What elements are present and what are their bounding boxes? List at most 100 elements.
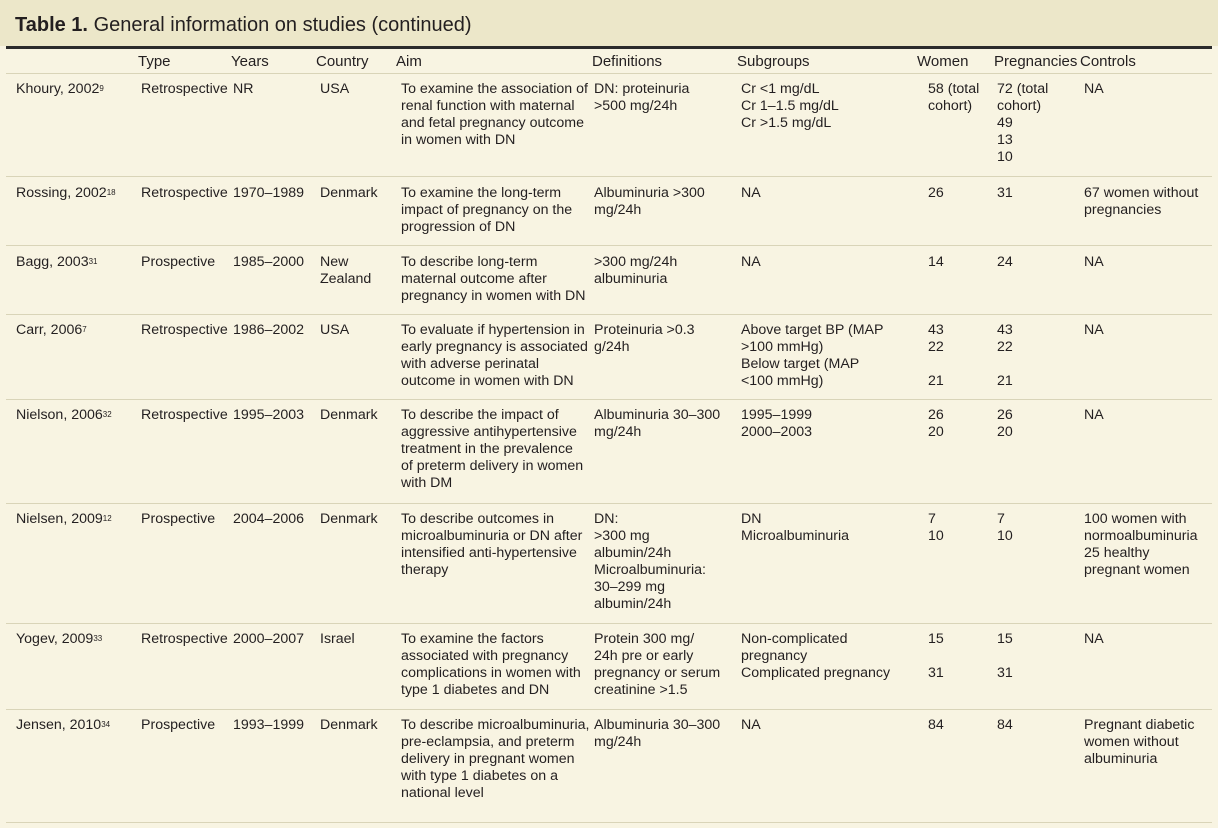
study-reference: 31 (88, 257, 98, 266)
table-row: Khoury, 20029 Retrospective NR USA To examin… (6, 73, 1212, 177)
aim-line: intensified anti-hypertensive (401, 545, 577, 561)
aim-line: type 1 diabetes and DN (401, 682, 550, 698)
aim-line: renal function with maternal (401, 98, 575, 114)
cell-years: 1985–2000 (231, 245, 316, 315)
type-line: Prospective (141, 717, 216, 733)
cell-subgroups: NA (737, 709, 917, 802)
cell-women: 14 (917, 245, 994, 315)
aim-line: To examine the association of (401, 81, 588, 97)
years-line: 1986–2002 (233, 322, 305, 338)
aim-line: aggressive antihypertensive (401, 424, 577, 440)
type-line: Retrospective (141, 407, 228, 423)
cell-aim: To describe the impact of aggressive anti… (396, 399, 592, 504)
cell-pregnancies: 24 (994, 245, 1080, 315)
aim-line: microalbuminuria or DN after (401, 528, 583, 544)
study-name: Carr, 2006 (16, 322, 83, 338)
cell-aim: To describe outcomes in microalbuminuria … (396, 503, 592, 624)
cell-controls: NA (1080, 623, 1212, 710)
definitions-line: 24h pre or early (594, 648, 694, 664)
cell-women: 26 20 (917, 399, 994, 504)
pregnancies-line: 72 (total (997, 81, 1049, 97)
cell-pregnancies: 31 (994, 176, 1080, 246)
cell-type: Retrospective (138, 176, 231, 246)
subgroups-line: NA (741, 254, 761, 270)
cell-controls: Pregnant diabetic women without albuminuri… (1080, 709, 1212, 802)
cell-type: Retrospective (138, 399, 231, 504)
aim-line: pregnancy in women with DN (401, 288, 586, 304)
aim-line: To describe microalbuminuria, (401, 717, 590, 733)
cell-study: Bagg, 200331 (6, 245, 138, 315)
study-name: Nielson, 2006 (16, 407, 103, 423)
cell-definitions: >300 mg/24h albuminuria (592, 245, 737, 315)
women-line (928, 356, 994, 373)
definitions-line: mg/24h (594, 202, 642, 218)
title-bar: Table 1. General information on studies … (0, 0, 1218, 46)
years-line: 2000–2007 (233, 631, 305, 647)
table-row: Rossing, 200218 Retrospective 1970–1989 Den… (6, 176, 1212, 246)
cell-years: 1970–1989 (231, 176, 316, 246)
controls-line: NA (1084, 631, 1104, 647)
aim-line: To evaluate if hypertension in (401, 322, 585, 338)
controls-line: Pregnant diabetic (1084, 717, 1195, 733)
pregnancies-line (997, 648, 1080, 665)
definitions-line: pregnancy or serum (594, 665, 721, 681)
table-row: Nielsen, 200912 Prospective 2004–2006 Denma… (6, 503, 1212, 624)
cell-country: Israel (316, 623, 396, 710)
subgroups-line: >100 mmHg) (741, 339, 824, 355)
cell-definitions: Proteinuria >0.3 g/24h (592, 314, 737, 400)
cell-aim: To describe long-term maternal outcome af… (396, 245, 592, 315)
header-country: Country (316, 53, 369, 70)
subgroups-line: Above target BP (MAP (741, 322, 884, 338)
cell-study: Rossing, 200218 (6, 176, 138, 246)
aim-line: associated with pregnancy (401, 648, 569, 664)
definitions-line: creatinine >1.5 (594, 682, 688, 698)
table-number: Table 1. (15, 14, 88, 36)
cell-aim: To evaluate if hypertension in early preg… (396, 314, 592, 400)
cell-pregnancies: 72 (total cohort) 49 13 10 (994, 73, 1080, 177)
cell-pregnancies: 15 31 (994, 623, 1080, 710)
cell-women: 15 31 (917, 623, 994, 710)
cell-controls: NA (1080, 245, 1212, 315)
subgroups-line: Cr >1.5 mg/dL (741, 115, 832, 131)
pregnancies-line: 31 (997, 185, 1013, 201)
subgroups-line: <100 mmHg) (741, 373, 824, 389)
pregnancies-line: 22 (997, 339, 1013, 355)
definitions-line: Protein 300 mg/ (594, 631, 695, 647)
years-line: 2004–2006 (233, 511, 305, 527)
cell-women: 7 10 (917, 503, 994, 624)
aim-line: delivery in pregnant women (401, 751, 575, 767)
cell-years: 2004–2006 (231, 503, 316, 624)
definitions-line: >300 mg (594, 528, 650, 544)
study-reference: 33 (93, 634, 103, 643)
definitions-line: albuminuria (594, 271, 668, 287)
women-line: 10 (928, 528, 944, 544)
years-line: NR (233, 81, 254, 97)
aim-line: maternal outcome after (401, 271, 547, 287)
definitions-line: 30–299 mg (594, 579, 665, 595)
women-line: 22 (928, 339, 944, 355)
table-row: Carr, 20067 Retrospective 1986–2002 USA To e… (6, 314, 1212, 400)
pregnancies-line: 24 (997, 254, 1013, 270)
country-line: Denmark (320, 407, 378, 423)
study-reference: 18 (106, 188, 116, 197)
women-line: 15 (928, 631, 944, 647)
controls-line: 25 healthy (1084, 545, 1150, 561)
cell-aim: To examine the long-term impact of pregna… (396, 176, 592, 246)
women-line: 20 (928, 424, 944, 440)
pregnancies-line (997, 356, 1080, 373)
cell-aim: To examine the factors associated with pr… (396, 623, 592, 710)
controls-line: NA (1084, 322, 1104, 338)
subgroups-line: Complicated pregnancy (741, 665, 891, 681)
aim-line: To describe the impact of (401, 407, 559, 423)
table-row: Yogev, 200933 Retrospective 2000–2007 Israe… (6, 623, 1212, 710)
pregnancies-line: 10 (997, 528, 1013, 544)
header-study (6, 52, 138, 74)
definitions-line: >300 mg/24h (594, 254, 678, 270)
cell-women: 84 (917, 709, 994, 802)
cell-years: NR (231, 73, 316, 177)
cell-study: Yogev, 200933 (6, 623, 138, 710)
cell-country: USA (316, 73, 396, 177)
country-line: USA (320, 81, 350, 97)
aim-line: pre-eclampsia, and preterm (401, 734, 575, 750)
aim-line: therapy (401, 562, 449, 578)
